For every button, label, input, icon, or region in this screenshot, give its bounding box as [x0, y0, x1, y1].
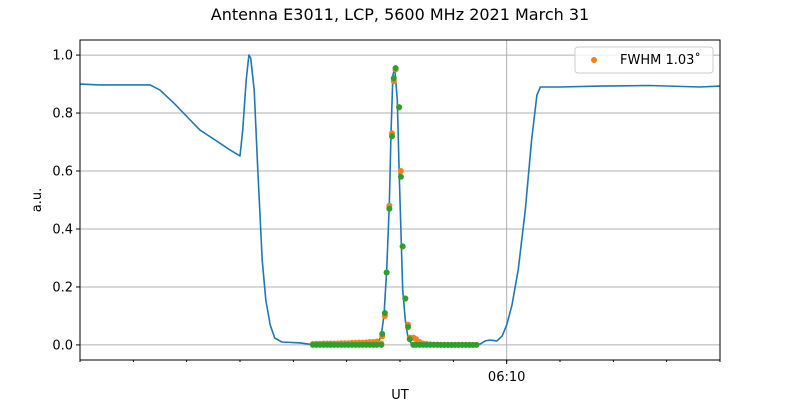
x-tick-label: 06:10	[488, 370, 525, 385]
grid	[80, 40, 720, 360]
data-point-series-2	[399, 243, 406, 250]
data-point-series-2	[392, 65, 399, 72]
y-tick-label: 0.0	[52, 338, 73, 353]
data-point-series-2	[406, 336, 413, 343]
data-point-series-1	[397, 168, 404, 175]
data-point-series-2	[405, 323, 411, 330]
data-point-series-2	[397, 173, 404, 180]
data-point-series-2	[381, 310, 388, 317]
y-tick-label: 1.0	[52, 49, 73, 64]
y-tick-label: 0.8	[52, 107, 73, 122]
legend-box	[574, 46, 714, 74]
data-point-series-2	[373, 341, 380, 348]
data-point-series-2	[379, 330, 386, 337]
data-point-series-2	[396, 104, 403, 111]
legend-label: FWHM 1.03˚	[620, 52, 701, 68]
y-tick-label: 0.4	[52, 222, 73, 237]
y-tick-label: 0.6	[52, 165, 73, 180]
series-line	[79, 54, 721, 346]
data-point-series-2	[378, 341, 385, 348]
data-point-series-2	[390, 75, 397, 82]
data-point-series-2	[383, 269, 390, 276]
legend-marker	[591, 57, 597, 63]
data-point-series-2	[473, 341, 480, 348]
series-layer	[79, 54, 721, 348]
data-point-series-2	[402, 295, 409, 302]
y-axis-label: a.u.	[30, 188, 45, 212]
data-point-series-2	[389, 133, 395, 140]
x-axis-label: UT	[391, 388, 409, 400]
chart-title: Antenna E3011, LCP, 5600 MHz 2021 March …	[211, 5, 589, 24]
y-tick-label: 0.2	[52, 280, 73, 295]
ticks: 0.0 0.2 0.4 0.6 0.8 1.0 06:10	[52, 49, 721, 385]
data-point-series-2	[386, 205, 393, 212]
legend: FWHM 1.03˚	[574, 46, 714, 74]
